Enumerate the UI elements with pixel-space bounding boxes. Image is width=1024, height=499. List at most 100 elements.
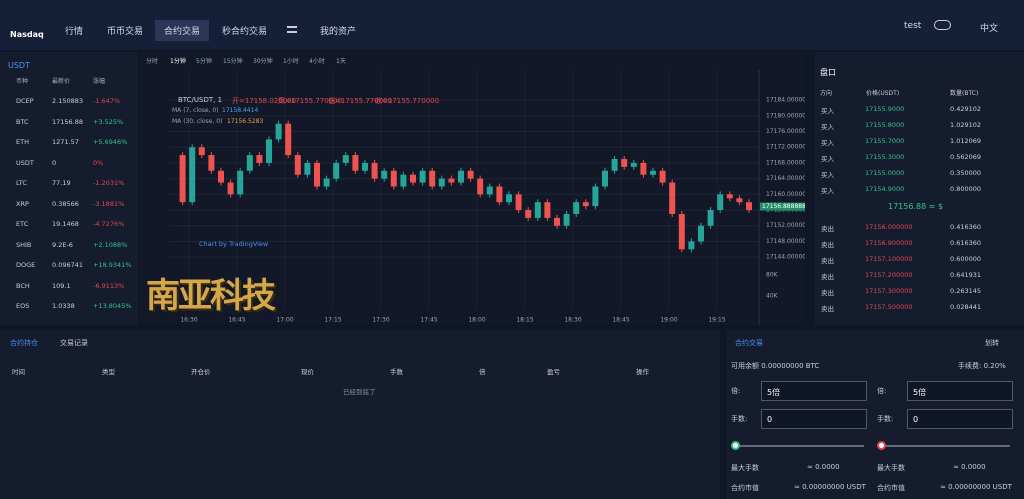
market-price[interactable]: 0.38566	[52, 199, 79, 208]
y-tick-label: 17168.000000	[766, 159, 805, 166]
market-symbol[interactable]: ETC	[16, 220, 29, 228]
market-price[interactable]: 2.150883	[52, 97, 84, 105]
book-side[interactable]: 买入	[821, 107, 834, 115]
slider-handle[interactable]	[731, 441, 740, 450]
market-change[interactable]: -4.7276%	[93, 220, 125, 228]
interval-tab[interactable]: 4小时	[309, 58, 325, 65]
book-price[interactable]: 17157.200000	[865, 271, 913, 279]
book-price[interactable]: 17155.0000	[865, 169, 905, 177]
market-change[interactable]: +3.525%	[93, 117, 124, 126]
book-side[interactable]: 买入	[821, 123, 834, 131]
book-side[interactable]: 买入	[821, 155, 834, 163]
market-change[interactable]: 0%	[93, 158, 104, 167]
interval-tab[interactable]: 1天	[336, 58, 346, 65]
market-price[interactable]: 109.1	[52, 281, 71, 290]
market-change[interactable]: -6.9113%	[93, 281, 125, 290]
book-price[interactable]: 17155.9000	[865, 105, 905, 113]
book-qty[interactable]: 0.429102	[950, 105, 982, 113]
nav-item[interactable]: 我的资产	[320, 27, 357, 37]
nav-item[interactable]: 币币交易	[107, 27, 144, 37]
book-qty[interactable]: 0.028441	[950, 303, 982, 311]
book-qty[interactable]: 0.800000	[950, 185, 982, 193]
book-price[interactable]: 17157.500000	[865, 303, 913, 311]
interval-tab[interactable]: 1分钟	[170, 58, 186, 65]
market-symbol[interactable]: DOGE	[16, 261, 36, 269]
menu-icon[interactable]	[287, 26, 297, 33]
book-qty[interactable]: 0.641931	[950, 271, 982, 279]
market-change[interactable]: -3.1881%	[93, 199, 125, 208]
book-qty[interactable]: 0.600000	[950, 255, 982, 263]
market-symbol[interactable]: USDT	[16, 158, 34, 167]
slider[interactable]	[880, 445, 1010, 447]
slider[interactable]	[734, 445, 864, 447]
market-symbol[interactable]: LTC	[16, 179, 27, 187]
market-price[interactable]: 0	[52, 158, 57, 167]
nav-item[interactable]: 秒合约交易	[222, 27, 268, 37]
book-side[interactable]: 卖出	[821, 241, 834, 249]
book-qty[interactable]: 1.029102	[950, 121, 982, 129]
theme-toggle[interactable]	[934, 20, 951, 30]
market-symbol[interactable]: BTC	[16, 117, 29, 126]
market-price[interactable]: 0.096741	[52, 261, 84, 269]
market-symbol[interactable]: DCEP	[16, 97, 34, 105]
interval-tab[interactable]: 30分钟	[253, 58, 273, 65]
nav-item[interactable]: 行情	[65, 27, 84, 37]
market-price[interactable]: 9.2E-6	[52, 240, 73, 249]
book-qty[interactable]: 0.263145	[950, 287, 982, 295]
book-price[interactable]: 17157.100000	[865, 255, 913, 263]
leverage-select[interactable]: 5倍	[761, 381, 867, 401]
book-qty[interactable]: 1.012069	[950, 137, 982, 145]
market-price[interactable]: 19.1468	[52, 220, 79, 228]
market-symbol[interactable]: SHIB	[16, 240, 32, 249]
market-change[interactable]: +18.9341%	[93, 261, 132, 269]
market-price[interactable]: 1271.57	[52, 138, 79, 146]
market-change[interactable]: -1.647%	[93, 97, 121, 105]
book-price[interactable]: 17157.300000	[865, 287, 913, 295]
book-qty[interactable]: 0.350000	[950, 169, 982, 177]
market-change[interactable]: -1.2031%	[93, 179, 125, 187]
market-symbol[interactable]: BCH	[16, 281, 30, 290]
book-price[interactable]: 17155.3000	[865, 153, 905, 161]
book-price[interactable]: 17155.8000	[865, 121, 905, 129]
book-qty[interactable]: 0.562069	[950, 153, 982, 161]
market-symbol[interactable]: XRP	[16, 199, 29, 208]
market-price[interactable]: 77.19	[52, 179, 71, 187]
market-symbol[interactable]: EOS	[16, 302, 30, 310]
market-change[interactable]: +13.8045%	[93, 302, 132, 310]
book-qty[interactable]: 0.416360	[950, 223, 982, 231]
book-price[interactable]: 17155.7000	[865, 137, 905, 145]
interval-tab[interactable]: 分时	[146, 58, 159, 65]
language-menu[interactable]: 中文	[980, 24, 999, 34]
candle	[554, 217, 560, 226]
book-price[interactable]: 17156.900000	[865, 239, 913, 247]
book-side[interactable]: 卖出	[821, 289, 834, 297]
market-symbol[interactable]: ETH	[16, 138, 29, 146]
positions-tab[interactable]: 合约持仓	[10, 339, 38, 347]
book-side[interactable]: 卖出	[821, 225, 834, 233]
book-side[interactable]: 买入	[821, 187, 834, 195]
book-price[interactable]: 17154.9000	[865, 185, 905, 193]
user-menu[interactable]: test	[904, 21, 922, 31]
positions-tab[interactable]: 交易记录	[60, 339, 88, 347]
market-price[interactable]: 1.0338	[52, 302, 75, 310]
interval-tab[interactable]: 1小时	[283, 58, 299, 65]
slider-handle[interactable]	[877, 441, 886, 450]
book-side[interactable]: 买入	[821, 171, 834, 179]
book-side[interactable]: 卖出	[821, 305, 834, 313]
book-side[interactable]: 卖出	[821, 257, 834, 265]
market-price[interactable]: 17156.88	[52, 117, 84, 126]
market-change[interactable]: +5.6946%	[93, 138, 128, 146]
book-side[interactable]: 卖出	[821, 273, 834, 281]
book-qty[interactable]: 0.616360	[950, 239, 982, 247]
book-price[interactable]: 17156.000000	[865, 223, 913, 231]
trade-tab[interactable]: 合约交易	[735, 339, 763, 347]
book-side[interactable]: 买入	[821, 139, 834, 147]
quantity-input[interactable]: 0	[907, 409, 1013, 429]
nav-item[interactable]: 合约交易	[155, 20, 210, 41]
leverage-select[interactable]: 5倍	[907, 381, 1013, 401]
interval-tab[interactable]: 15分钟	[223, 58, 243, 65]
market-change[interactable]: +2.1088%	[93, 240, 128, 249]
transfer-button[interactable]: 划转	[985, 339, 999, 347]
interval-tab[interactable]: 5分钟	[196, 58, 212, 65]
quantity-input[interactable]: 0	[761, 409, 867, 429]
